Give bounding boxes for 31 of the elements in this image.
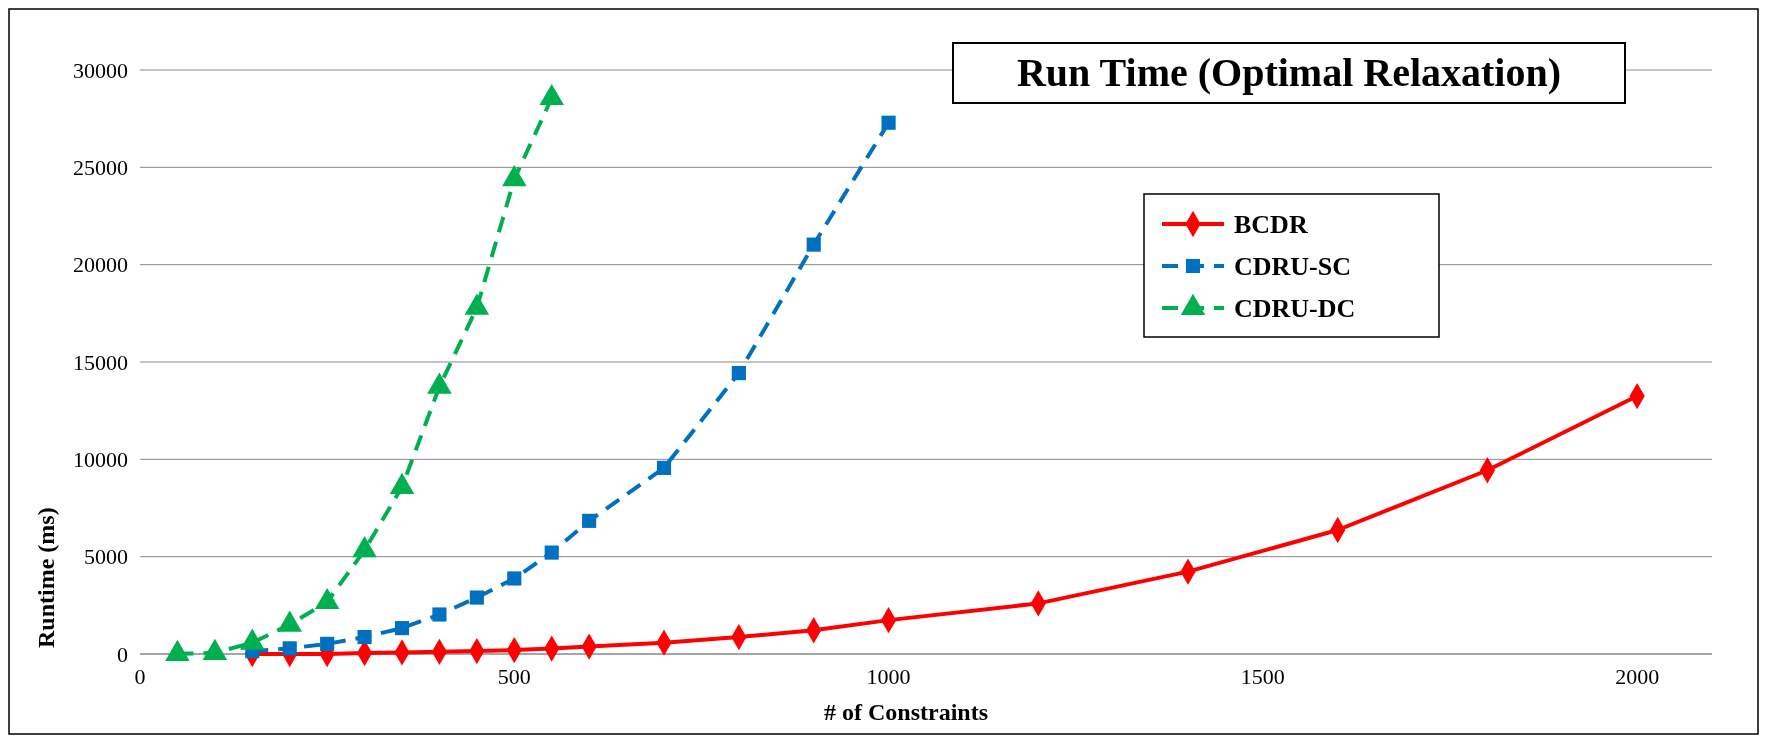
point <box>432 607 447 622</box>
legend-label: BCDR <box>1234 210 1308 240</box>
y-axis-title: Runtime (ms) <box>33 507 59 648</box>
point <box>320 636 335 651</box>
x-axis-title: # of Constraints <box>823 699 989 725</box>
point <box>881 115 896 130</box>
point <box>731 366 746 381</box>
x-tick-label: 1000 <box>866 664 911 689</box>
y-tick-label: 25000 <box>73 155 128 181</box>
point <box>282 641 297 656</box>
point <box>656 460 672 475</box>
chart-title: Run Time (Optimal Relaxation) <box>1016 50 1562 95</box>
x-tick-label: 500 <box>497 664 531 689</box>
point <box>582 513 597 528</box>
y-tick-label: 30000 <box>73 57 128 83</box>
point <box>507 571 522 586</box>
point <box>544 545 559 560</box>
y-tick-label: 0 <box>117 641 128 667</box>
y-tick-label: 20000 <box>73 252 128 278</box>
point <box>806 237 821 252</box>
x-tick-label: 1500 <box>1240 664 1285 689</box>
point <box>357 629 372 645</box>
y-tick-label: 5000 <box>84 544 128 570</box>
x-tick-label: 0 <box>134 664 146 689</box>
point <box>469 590 484 605</box>
legend-label: CDRU-DC <box>1234 294 1356 324</box>
y-tick-label: 15000 <box>73 349 128 375</box>
legend-label: CDRU-SC <box>1234 252 1351 282</box>
point <box>394 621 410 636</box>
y-tick-label: 10000 <box>73 447 128 473</box>
x-tick-label: 2000 <box>1615 664 1660 689</box>
